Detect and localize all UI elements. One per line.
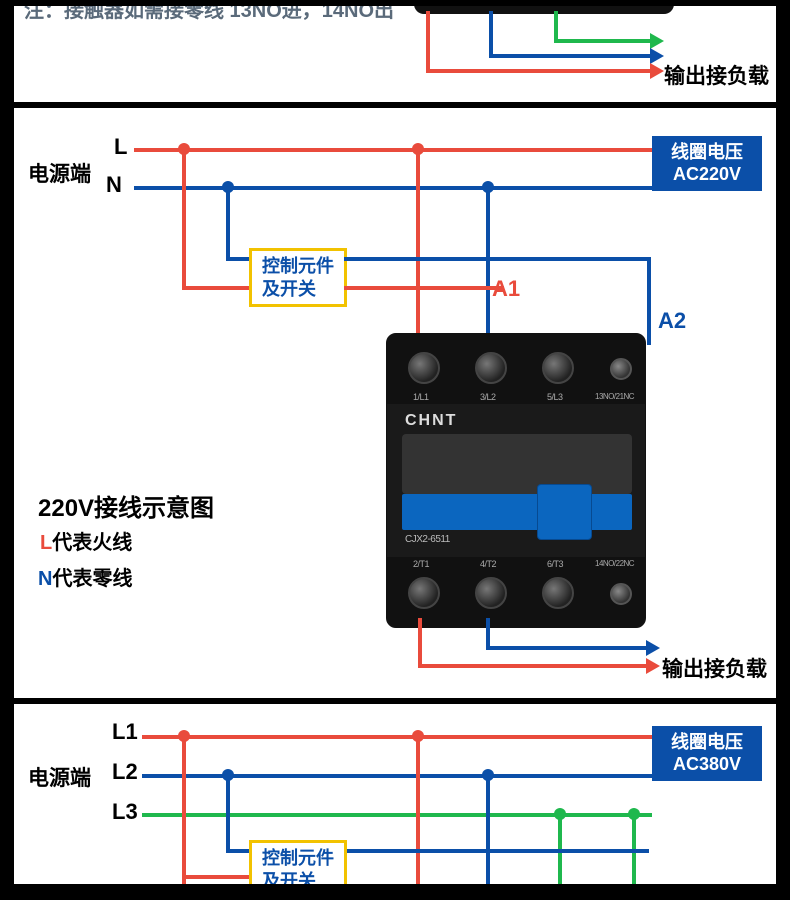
contactor-note: 注：接触器如需接零线 13NO进，14NO出 [24, 6, 394, 23]
legend-L: L代表火线 [40, 526, 132, 555]
legend-L-letter: L [40, 532, 52, 554]
dot-N2 [482, 181, 494, 193]
wire-L3 [142, 813, 652, 817]
wire-L1 [142, 735, 652, 739]
wire-blue-to-A2 [647, 257, 651, 345]
term-5L3 [542, 352, 574, 384]
label-L3: L3 [112, 799, 138, 825]
lbl-3L2: 3/L2 [480, 392, 496, 402]
label-L: L [114, 134, 127, 160]
power-label: 电源端 [28, 158, 91, 188]
lbl-6T3: 6/T3 [547, 559, 563, 569]
blue-actuator [537, 484, 592, 540]
output-label-2: 输出接负载 [662, 653, 767, 683]
wire-ctrl-out-blue [344, 257, 649, 261]
legend-N-letter: N [38, 568, 52, 590]
term-6T3 [542, 577, 574, 609]
wire-green-h [554, 39, 654, 43]
arrow-red [650, 63, 664, 79]
label-N: N [106, 172, 122, 198]
term-13NO [610, 358, 632, 380]
center-panel [402, 434, 632, 494]
ctrl2-line2: 及开关 [262, 871, 316, 885]
term-3L2 [475, 352, 507, 384]
contactor-device: 1/L1 3/L2 5/L3 13NO/21NC CHNT CJX2-6511 … [386, 333, 646, 628]
blue-strip [402, 494, 632, 530]
b-blue-drop [226, 774, 230, 851]
out-blue-v [486, 618, 490, 648]
brand: CHNT [405, 412, 457, 430]
badge-line1: 线圈电压 [662, 142, 752, 164]
wire-L2 [142, 774, 652, 778]
lbl-1L1: 1/L1 [413, 392, 429, 402]
badge2-line2: AC380V [662, 754, 752, 776]
b-red-to-ctrl [182, 875, 252, 879]
b-ctrl-out-blue [344, 849, 649, 853]
badge-line2: AC220V [662, 164, 752, 186]
label-A1: A1 [492, 276, 520, 302]
wire-red-v [426, 11, 430, 71]
ctrl2-line1: 控制元件 [262, 848, 334, 868]
out-red-v [418, 618, 422, 666]
control-box: 控制元件 及开关 [249, 248, 347, 307]
control-box-2: 控制元件 及开关 [249, 840, 347, 884]
wire-ctrl-out-red [344, 286, 504, 290]
out-blue-h [486, 646, 650, 650]
wire-blue-v [489, 11, 493, 56]
coil-voltage-badge-380: 线圈电压 AC380V [652, 726, 762, 781]
out-arrow-blue [646, 640, 660, 656]
panel-380v: 电源端 L1 L2 L3 线圈电压 AC380V 控制元件 及开关 [14, 704, 776, 884]
wire-red-drop-ctrl [182, 148, 186, 288]
lbl-13NO: 13NO/21NC [595, 392, 634, 401]
power-label-3: 电源端 [28, 762, 91, 792]
out-arrow-red [646, 658, 660, 674]
label-A2: A2 [658, 308, 686, 334]
legend-N-text: 代表零线 [52, 568, 132, 590]
legend-N: N代表零线 [38, 562, 132, 591]
legend-title: 220V接线示意图 [38, 488, 214, 523]
lbl-4T2: 4/T2 [480, 559, 496, 569]
term-1L1 [408, 352, 440, 384]
out-red-h [418, 664, 650, 668]
panel-220v: 电源端 L N 线圈电压 AC220V 控制元件 及开关 A1 A2 1/L1 [14, 108, 776, 698]
lbl-5L3: 5/L3 [547, 392, 563, 402]
lbl-2T1: 2/T1 [413, 559, 429, 569]
model: CJX2-6511 [405, 534, 450, 545]
b-red-drop2 [416, 735, 420, 884]
term-14NO [610, 583, 632, 605]
wire-green-v [554, 11, 558, 41]
arrow-blue [650, 48, 664, 64]
label-L2: L2 [112, 759, 138, 785]
legend-L-text: 代表火线 [52, 532, 132, 554]
lbl-14NO: 14NO/22NC [595, 559, 634, 568]
b-red-drop [182, 735, 186, 884]
ctrl-line2: 及开关 [262, 279, 316, 299]
wire-blue-drop-ctrl [226, 186, 230, 259]
arrow-green [650, 33, 664, 49]
label-L1: L1 [112, 719, 138, 745]
b-blue-drop2 [486, 774, 490, 884]
wire-red-h [426, 69, 654, 73]
output-label: 输出接负载 [664, 60, 769, 90]
badge2-line1: 线圈电压 [662, 732, 752, 754]
wire-L [134, 148, 654, 152]
wire-blue-h [489, 54, 654, 58]
device-sliver [414, 6, 674, 14]
coil-voltage-badge: 线圈电压 AC220V [652, 136, 762, 191]
term-2T1 [408, 577, 440, 609]
ctrl-line1: 控制元件 [262, 256, 334, 276]
panel-top-cropped: 注：接触器如需接零线 13NO进，14NO出 输出接负载 [14, 6, 776, 102]
term-4T2 [475, 577, 507, 609]
wire-N [134, 186, 654, 190]
wire-red-to-ctrl [182, 286, 252, 290]
